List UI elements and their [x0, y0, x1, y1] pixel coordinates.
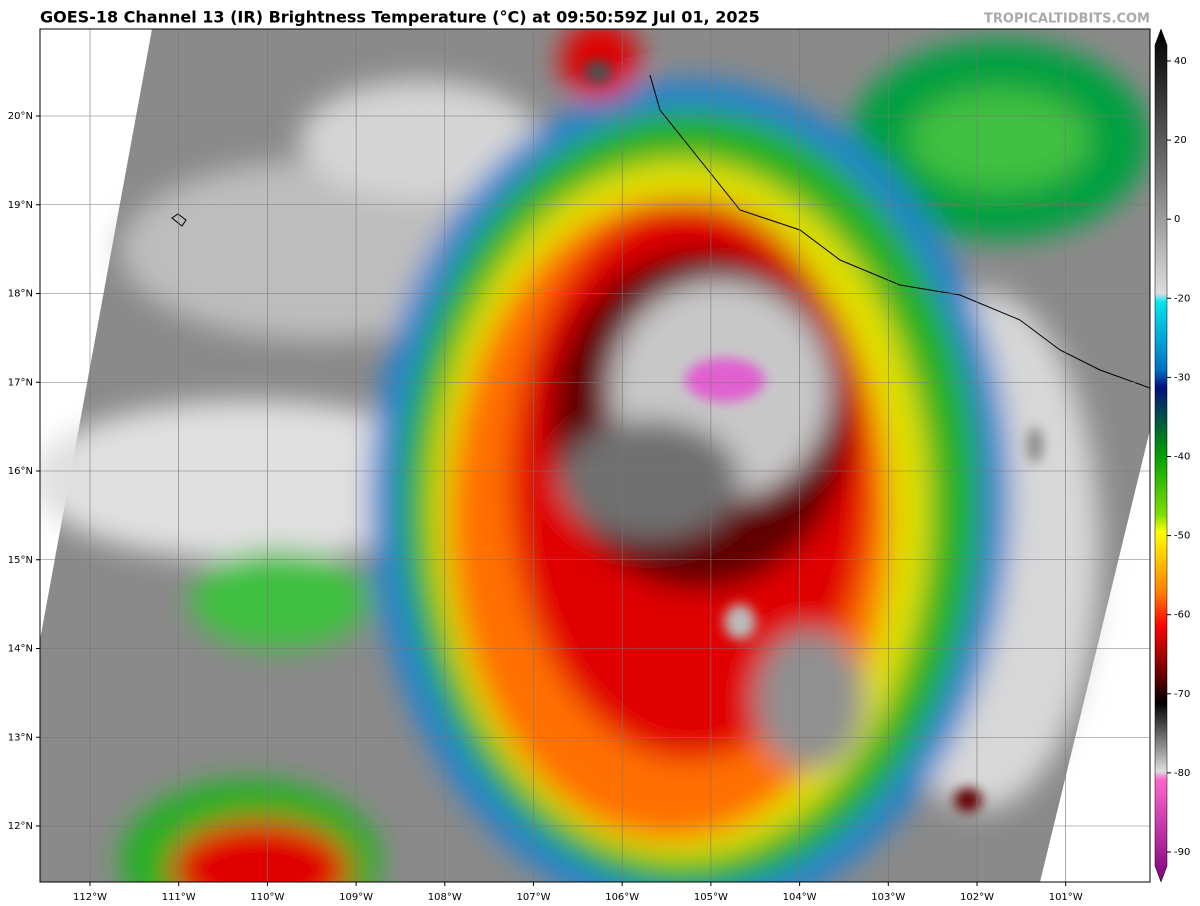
colorbar-tick-label: 40 [1174, 56, 1187, 67]
lon-label: 111°W [162, 892, 196, 903]
lon-label: 107°W [517, 892, 551, 903]
lon-label: 101°W [1049, 892, 1083, 903]
lon-label: 104°W [783, 892, 817, 903]
lat-label: 16°N [8, 466, 33, 477]
lat-label: 19°N [8, 200, 33, 211]
lat-label: 18°N [8, 289, 33, 300]
colorbar-tick-label: -90 [1174, 847, 1190, 858]
colorbar-tick-label: -80 [1174, 768, 1190, 779]
colorbar-tick-label: -60 [1174, 610, 1190, 621]
lon-label: 108°W [428, 892, 462, 903]
lon-label: 102°W [960, 892, 994, 903]
lon-label: 110°W [250, 892, 284, 903]
lon-label: 112°W [73, 892, 107, 903]
watermark: TROPICALTIDBITS.COM [984, 12, 1150, 27]
colorbar [1154, 28, 1168, 883]
colorbar-tick-label: 20 [1174, 135, 1187, 146]
colorbar-tick-label: -30 [1174, 372, 1190, 383]
lat-label: 17°N [8, 377, 33, 388]
colorbar-tick-label: -40 [1174, 452, 1190, 463]
lon-label: 105°W [694, 892, 728, 903]
lat-label: 13°N [8, 732, 33, 743]
lat-label: 12°N [8, 821, 33, 832]
map-frame [39, 28, 1151, 883]
colorbar-tick-label: -20 [1174, 293, 1190, 304]
lon-label: 103°W [871, 892, 905, 903]
lon-label: 109°W [339, 892, 373, 903]
satellite-image [40, 29, 1150, 882]
title: GOES-18 Channel 13 (IR) Brightness Tempe… [40, 8, 760, 27]
colorbar-tick-label: 0 [1174, 214, 1180, 225]
lat-label: 15°N [8, 555, 33, 566]
colorbar-tick-label: -50 [1174, 531, 1190, 542]
colorbar-tick-label: -70 [1174, 689, 1190, 700]
lat-label: 14°N [8, 644, 33, 655]
lon-label: 106°W [605, 892, 639, 903]
lat-label: 20°N [8, 111, 33, 122]
